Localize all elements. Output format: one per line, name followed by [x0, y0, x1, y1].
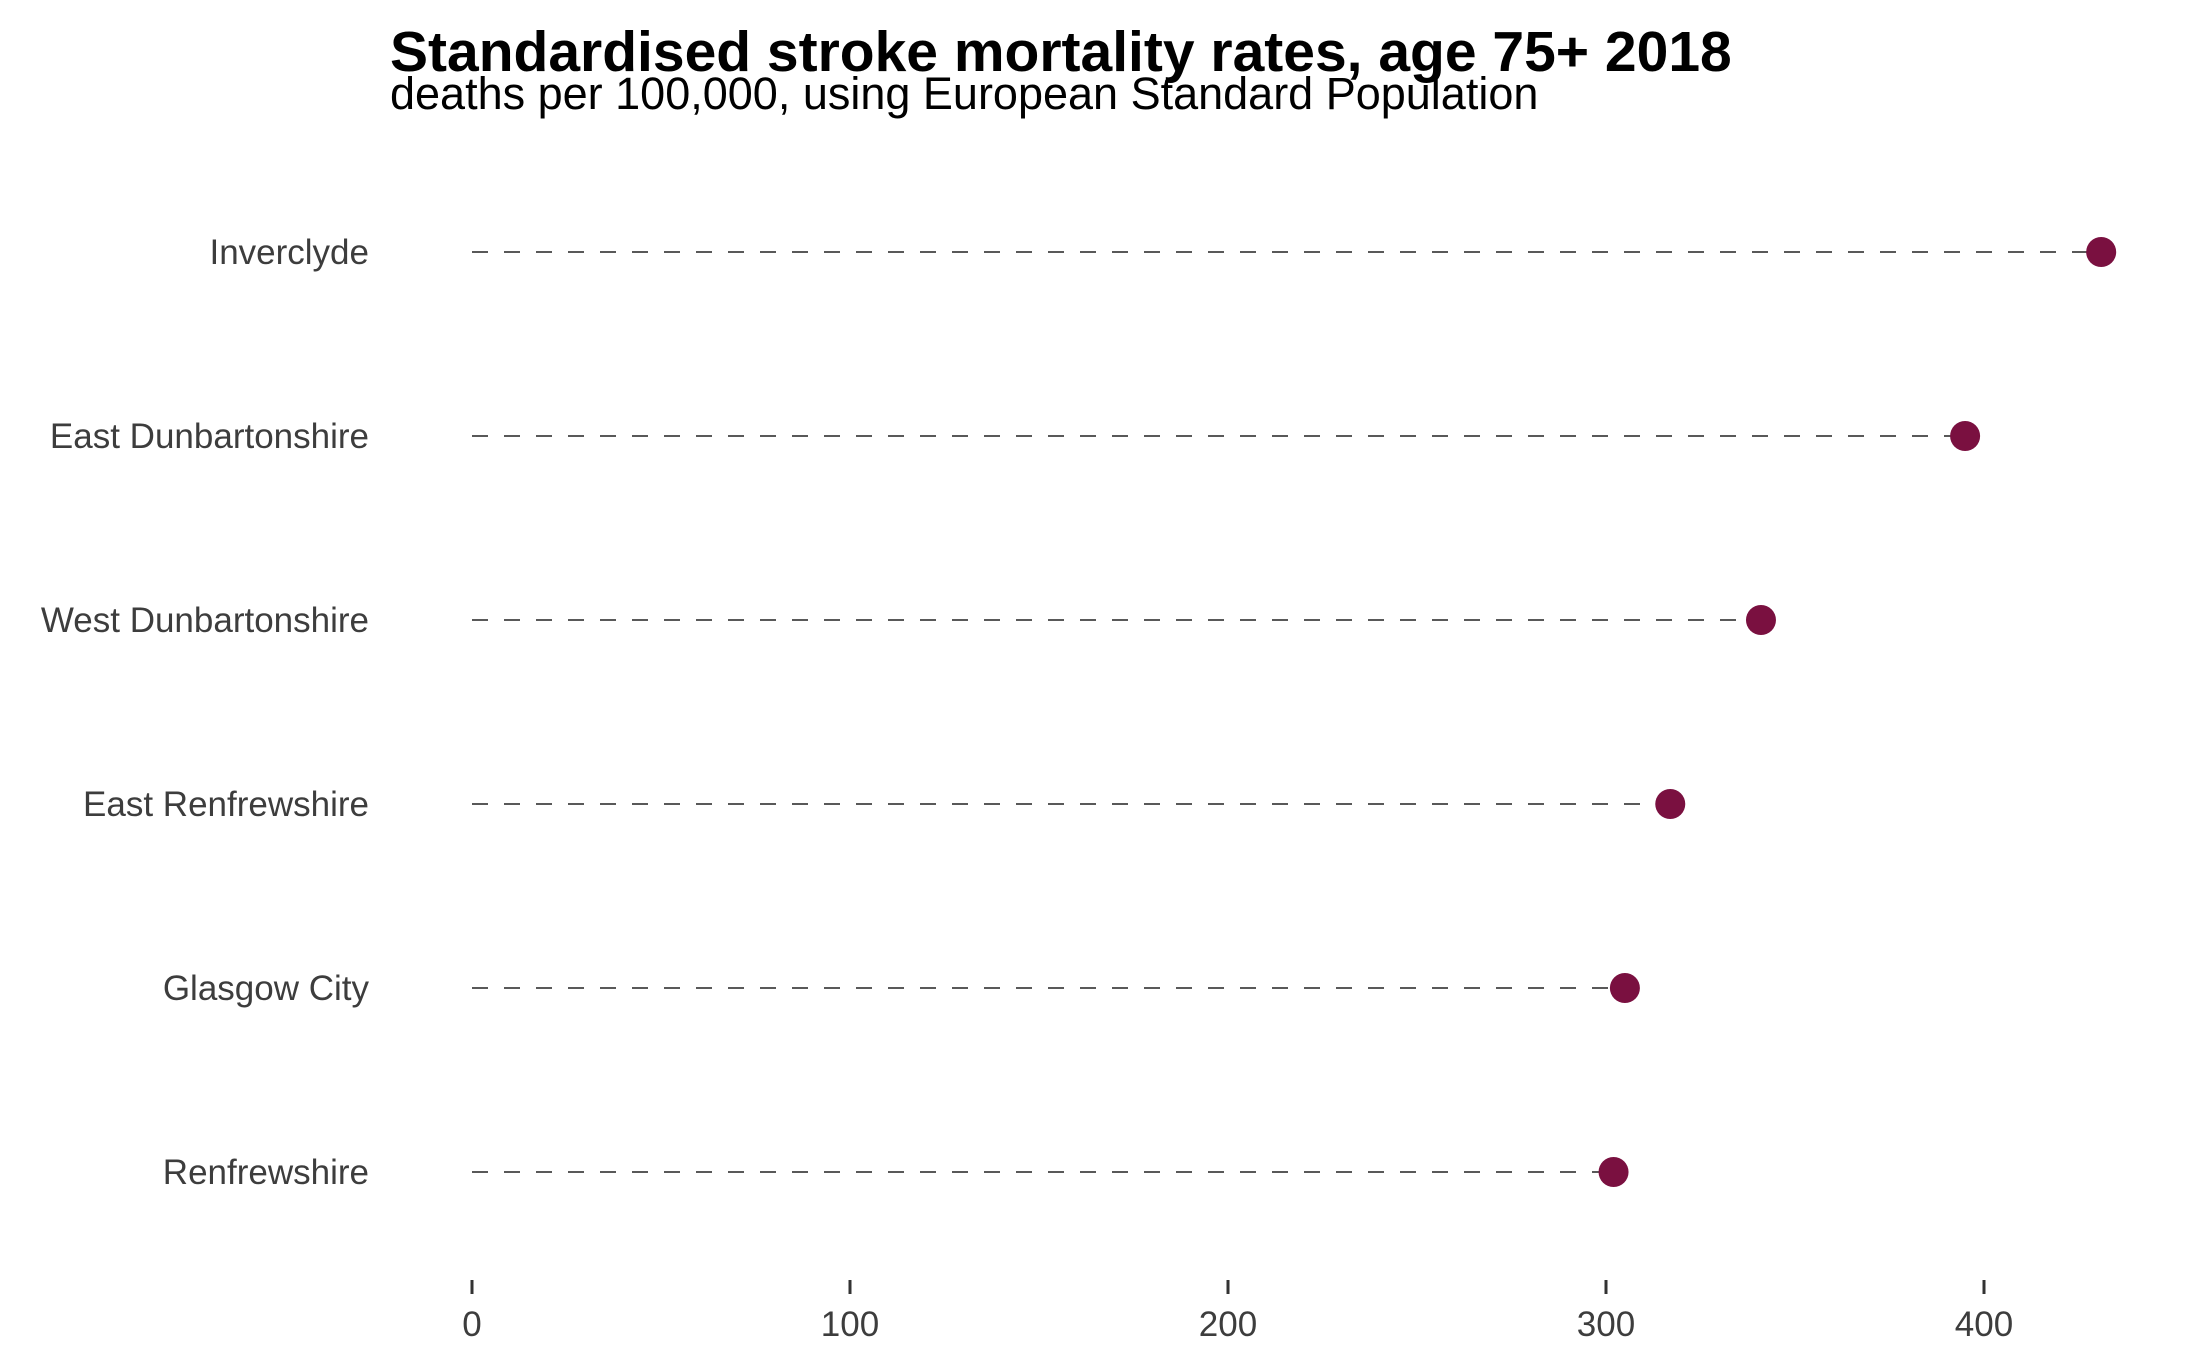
point-renfrewshire: [1598, 1157, 1629, 1187]
point-inverclyde: [2086, 237, 2117, 267]
x-tick-label-400: 400: [1955, 1305, 2013, 1344]
chart-subtitle: deaths per 100,000, using European Stand…: [390, 68, 1538, 119]
category-label-glasgow-city: Glasgow City: [163, 969, 370, 1008]
point-glasgow-city: [1609, 973, 1640, 1003]
chart-title: Standardised stroke mortality rates, age…: [390, 20, 1732, 84]
x-axis: 0 100 200 300 400: [462, 1280, 2013, 1344]
category-label-east-dunbartonshire: East Dunbartonshire: [50, 417, 369, 456]
plot-area: Inverclyde East Dunbartonshire West Dunbar…: [41, 233, 2117, 1192]
category-label-west-dunbartonshire: West Dunbartonshire: [41, 601, 369, 640]
x-tick-label-300: 300: [1577, 1305, 1635, 1344]
point-east-dunbartonshire: [1950, 421, 1981, 451]
x-tick-label-200: 200: [1199, 1305, 1257, 1344]
point-west-dunbartonshire: [1745, 605, 1776, 635]
x-tick-label-100: 100: [821, 1305, 879, 1344]
category-label-inverclyde: Inverclyde: [209, 233, 369, 272]
category-label-renfrewshire: Renfrewshire: [163, 1153, 369, 1192]
category-label-east-renfrewshire: East Renfrewshire: [83, 785, 369, 824]
point-east-renfrewshire: [1655, 789, 1686, 819]
x-tick-label-0: 0: [462, 1305, 481, 1344]
